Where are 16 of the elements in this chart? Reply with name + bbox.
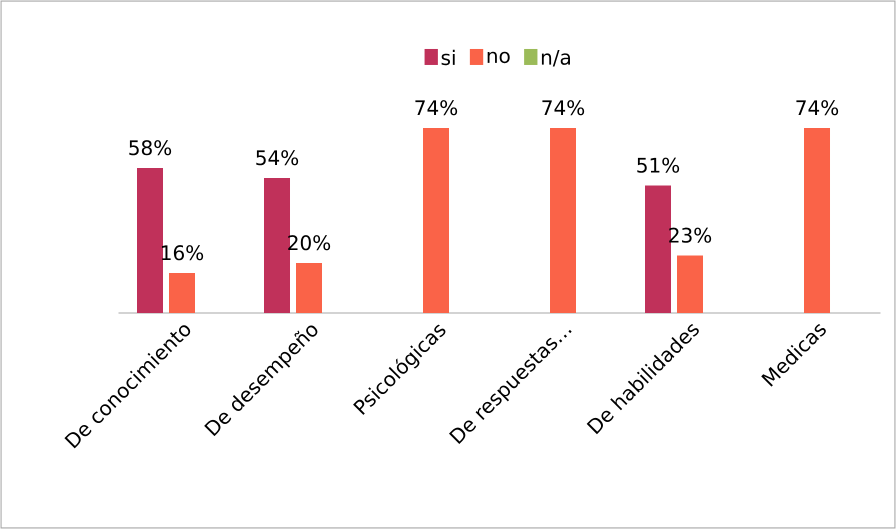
bar — [296, 262, 322, 313]
bar — [169, 273, 196, 313]
bar — [677, 256, 704, 313]
data-label: 74% — [796, 100, 838, 116]
legend-label: no — [488, 52, 510, 64]
bar — [423, 128, 450, 313]
data-label: 58% — [129, 140, 172, 156]
data-label: 74% — [415, 100, 458, 116]
bar — [137, 168, 163, 313]
data-label: 74% — [542, 100, 584, 116]
legend-label: n/a — [542, 50, 570, 66]
bar — [550, 128, 576, 313]
data-label: 54% — [256, 150, 298, 166]
legend-label: si — [442, 50, 455, 66]
bar — [804, 128, 830, 313]
data-label: 51% — [637, 158, 680, 173]
